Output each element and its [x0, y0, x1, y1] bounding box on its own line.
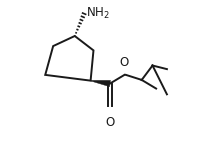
Text: O: O: [105, 116, 115, 129]
Text: O: O: [120, 56, 129, 69]
Text: NH$_2$: NH$_2$: [85, 5, 109, 20]
Polygon shape: [91, 80, 110, 87]
